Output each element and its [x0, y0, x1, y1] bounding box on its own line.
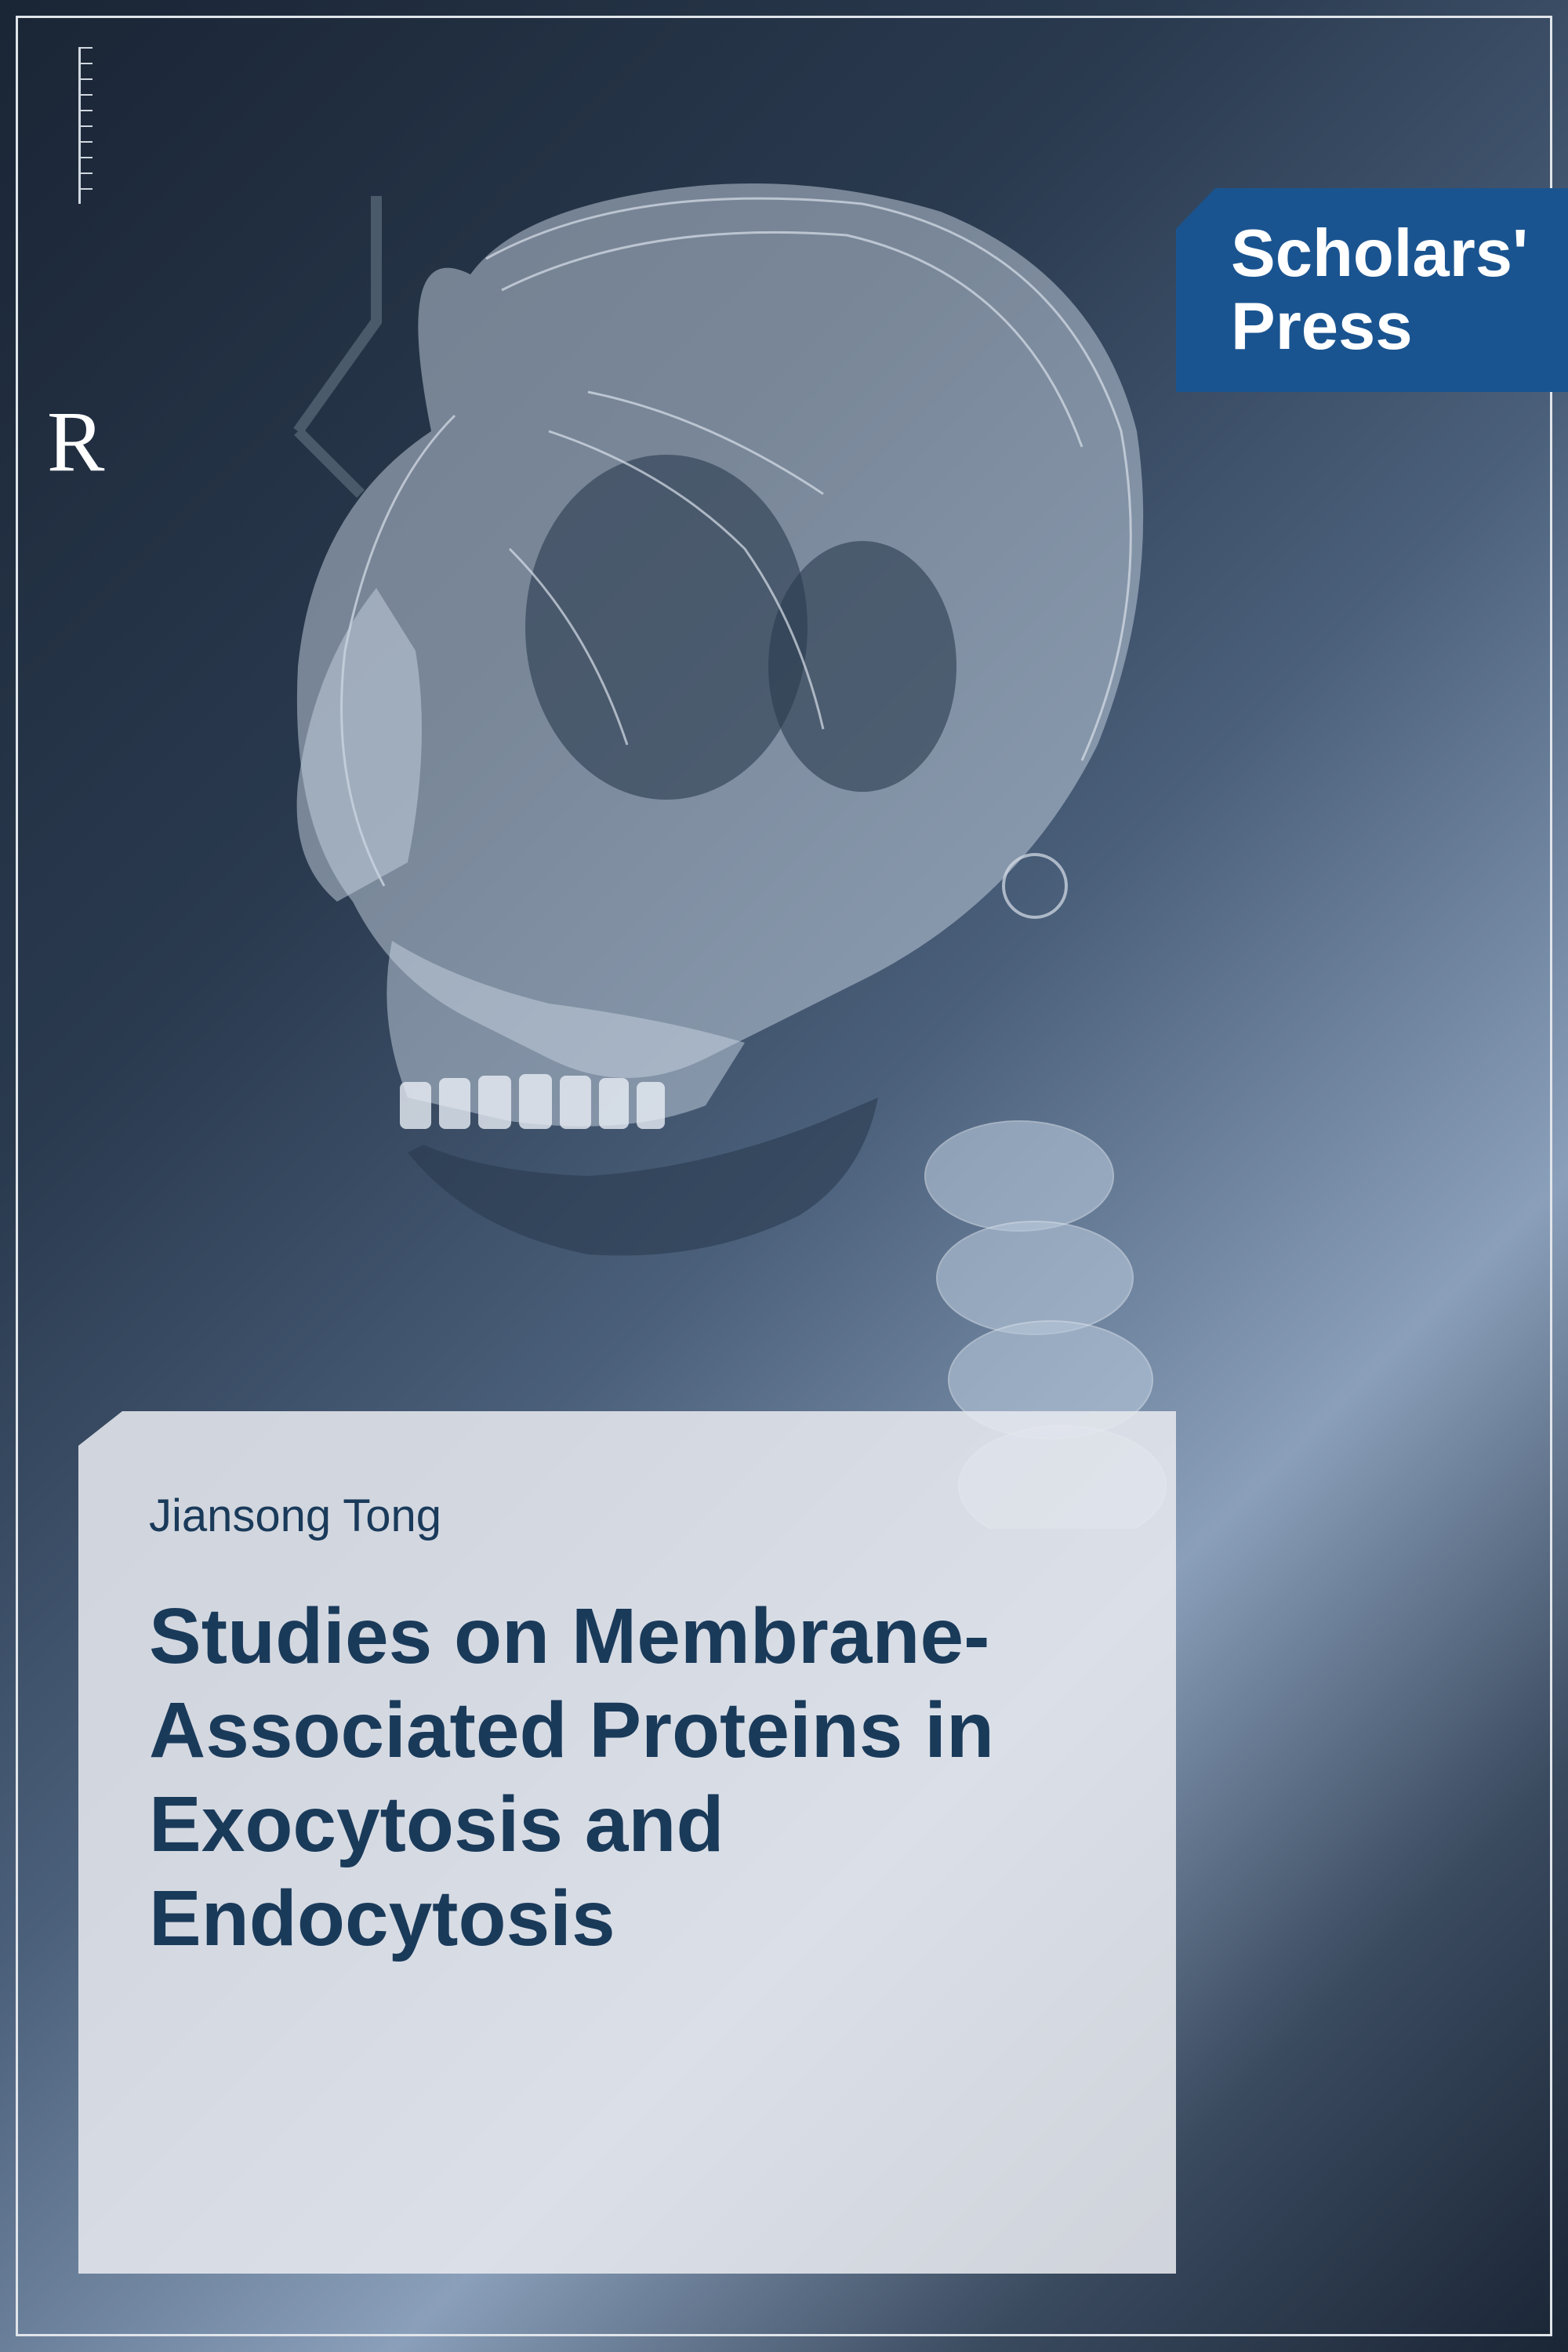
book-cover: R Scholars' Press Jiansong Tong Studies …: [0, 0, 1568, 2352]
publisher-name-line2: Press: [1231, 289, 1413, 364]
title-panel: Jiansong Tong Studies on Membrane-Associ…: [78, 1411, 1176, 2274]
xray-ruler-marks: [78, 47, 102, 204]
publisher-name-line1: Scholars': [1231, 216, 1528, 291]
author-name: Jiansong Tong: [149, 1490, 1105, 1542]
publisher-badge: Scholars' Press: [1176, 188, 1568, 392]
book-title: Studies on Membrane-Associated Proteins …: [149, 1589, 1105, 1965]
publisher-name: Scholars' Press: [1231, 217, 1528, 364]
radiograph-side-marker: R: [47, 392, 104, 492]
